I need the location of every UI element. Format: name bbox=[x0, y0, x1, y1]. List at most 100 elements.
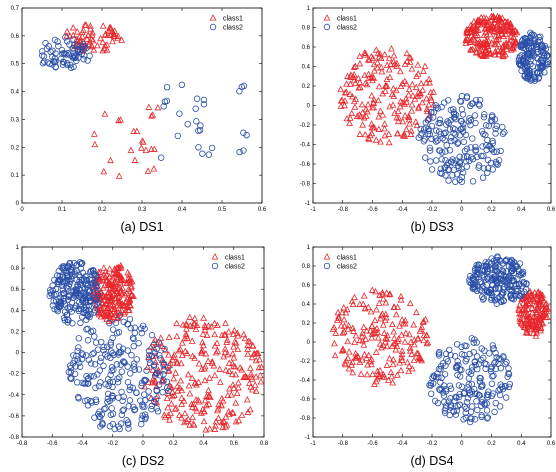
x-tick-label: 0.2 bbox=[98, 207, 107, 213]
class2-point bbox=[76, 363, 84, 370]
legend-class2-label: class2 bbox=[337, 264, 357, 271]
class2-point bbox=[479, 143, 486, 150]
class1-point bbox=[133, 127, 141, 134]
class1-point bbox=[97, 34, 104, 42]
class1-point bbox=[339, 345, 347, 352]
class1-point bbox=[387, 368, 395, 376]
y-tick-label: -0.6 bbox=[300, 397, 311, 403]
caption-ds2: (c) DS2 bbox=[122, 454, 164, 468]
class2-point bbox=[159, 389, 166, 396]
class1-point bbox=[161, 346, 169, 354]
x-tick-label: 0.2 bbox=[169, 441, 178, 447]
class1-point bbox=[165, 351, 172, 358]
class2-point bbox=[92, 282, 100, 289]
class2-point bbox=[42, 39, 49, 47]
class2-point bbox=[115, 423, 122, 430]
class2-point bbox=[61, 279, 68, 286]
class1-point bbox=[408, 107, 416, 114]
class2-point bbox=[78, 296, 86, 304]
class2-point bbox=[523, 68, 530, 75]
class1-point bbox=[106, 314, 114, 322]
class1-point bbox=[213, 406, 221, 414]
class2-point bbox=[495, 355, 503, 362]
class1-point bbox=[178, 339, 186, 346]
class1-point bbox=[118, 36, 126, 43]
class2-point bbox=[87, 397, 95, 405]
class2-point bbox=[240, 82, 248, 90]
class1-point bbox=[386, 354, 393, 362]
class2-point bbox=[126, 315, 134, 323]
class2-point bbox=[479, 296, 487, 303]
class1-point bbox=[164, 403, 172, 411]
class2-point bbox=[139, 401, 146, 408]
class2-point bbox=[465, 118, 473, 125]
class1-point bbox=[368, 286, 376, 293]
class1-point bbox=[344, 72, 351, 79]
class2-point bbox=[445, 119, 453, 127]
class1-point bbox=[419, 86, 427, 93]
y-tick-label: 0.5 bbox=[11, 62, 20, 68]
class1-point bbox=[100, 264, 108, 271]
class1-point bbox=[414, 61, 422, 68]
class2-point bbox=[498, 272, 505, 279]
class2-point bbox=[60, 266, 68, 274]
class1-point bbox=[229, 409, 237, 416]
class2-point bbox=[462, 158, 470, 165]
class1-point bbox=[188, 400, 196, 407]
x-tick-label: 0.4 bbox=[199, 441, 208, 447]
class2-point bbox=[480, 152, 487, 160]
class2-point bbox=[527, 48, 535, 55]
class1-point bbox=[91, 140, 99, 148]
class1-point bbox=[218, 331, 226, 338]
class2-point bbox=[507, 295, 515, 302]
class2-point bbox=[155, 381, 163, 388]
class1-point bbox=[224, 391, 232, 399]
class2-point bbox=[437, 131, 444, 138]
class1-point bbox=[485, 37, 492, 44]
class2-point bbox=[59, 264, 67, 272]
class1-point bbox=[201, 396, 209, 404]
class1-point bbox=[241, 334, 249, 342]
class1-point bbox=[344, 337, 352, 345]
class2-point bbox=[99, 421, 106, 428]
y-tick-label: 0.6 bbox=[302, 283, 311, 289]
class2-point bbox=[483, 361, 490, 368]
class2-point bbox=[105, 382, 112, 390]
class1-point bbox=[249, 342, 257, 349]
class2-point bbox=[84, 397, 91, 404]
class1-point bbox=[113, 289, 121, 296]
x-tick-label: -0.8 bbox=[338, 207, 349, 213]
class1-point bbox=[517, 309, 525, 316]
points-ds4 bbox=[329, 253, 551, 426]
class2-point bbox=[421, 126, 428, 133]
class1-point bbox=[392, 346, 400, 353]
class1-point bbox=[406, 120, 413, 127]
class2-point bbox=[431, 397, 439, 405]
class2-point bbox=[438, 170, 446, 177]
class1-point bbox=[392, 86, 400, 94]
legend-class1-marker bbox=[323, 14, 331, 21]
class2-point bbox=[453, 394, 460, 401]
class1-point bbox=[184, 370, 192, 378]
class1-point bbox=[408, 101, 416, 108]
class2-point bbox=[441, 164, 448, 172]
x-tick-label: 0.6 bbox=[230, 441, 239, 447]
class2-point bbox=[461, 147, 469, 155]
class1-point bbox=[535, 300, 542, 307]
class2-point bbox=[505, 383, 513, 391]
class1-point bbox=[101, 44, 108, 52]
class2-point bbox=[83, 372, 90, 380]
class1-point bbox=[368, 334, 376, 341]
class2-point bbox=[40, 53, 48, 60]
class1-point bbox=[405, 85, 413, 93]
class1-point bbox=[214, 347, 221, 354]
y-tick-label: 0.6 bbox=[11, 287, 20, 293]
class2-point bbox=[93, 283, 101, 290]
class2-point bbox=[534, 70, 541, 77]
class1-point bbox=[354, 74, 362, 82]
class2-point bbox=[66, 293, 73, 301]
class1-point bbox=[345, 348, 353, 355]
class1-point bbox=[398, 316, 406, 323]
class1-point bbox=[492, 36, 499, 44]
class2-point bbox=[461, 351, 468, 359]
